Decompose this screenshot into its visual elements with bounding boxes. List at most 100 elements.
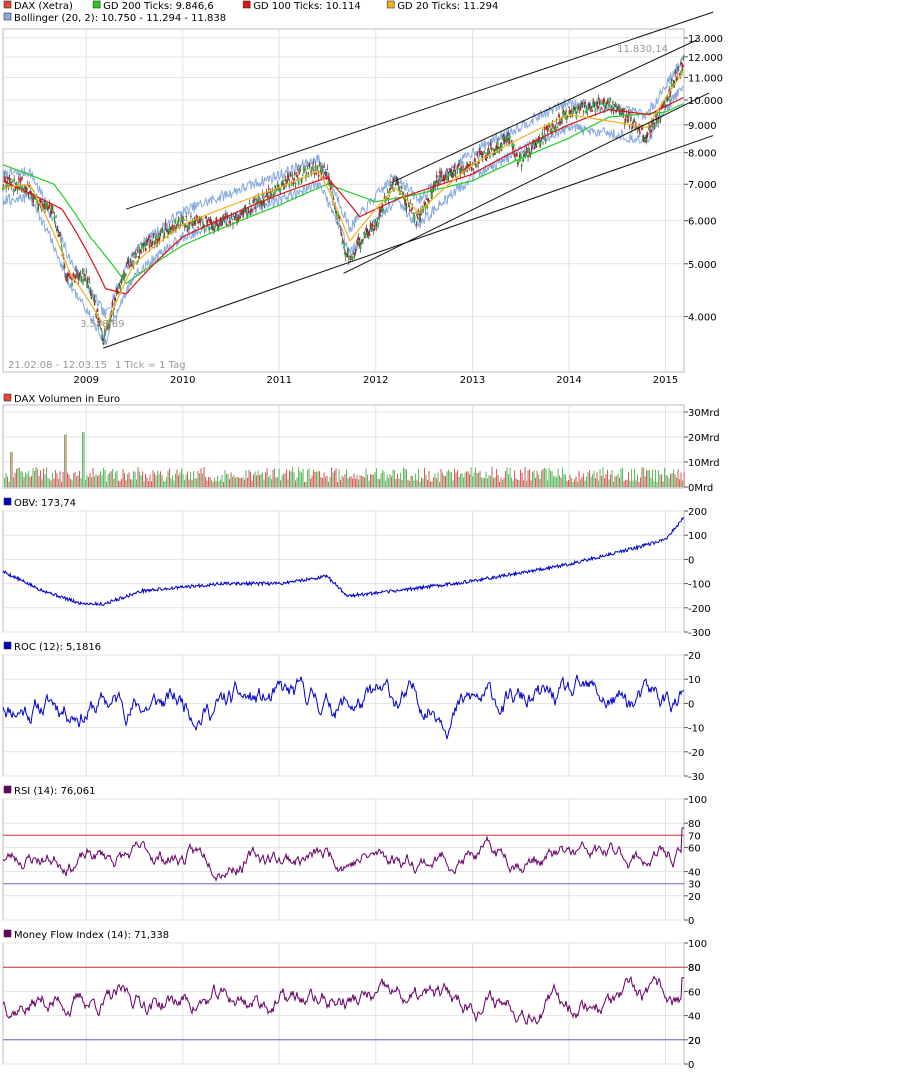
candle-body — [622, 116, 625, 118]
volume-bar — [439, 481, 441, 487]
candle-body — [460, 166, 463, 170]
x-tick-label: 2013 — [460, 375, 485, 386]
volume-bar — [556, 477, 558, 487]
candle-body — [251, 209, 253, 212]
y-tick-label: 80 — [688, 963, 701, 974]
candle-body — [41, 203, 44, 206]
candle-body — [293, 178, 295, 181]
legend-label: DAX Volumen in Euro — [14, 394, 120, 405]
volume-bar — [502, 479, 504, 487]
volume-bar — [230, 472, 232, 487]
candle-body — [447, 174, 450, 177]
candle-body — [50, 206, 53, 210]
volume-bar — [260, 473, 262, 487]
volume-bar — [646, 470, 648, 487]
volume-bar — [41, 479, 43, 487]
level-label: 70 — [688, 831, 701, 842]
volume-bar — [133, 471, 135, 487]
candle-body — [313, 172, 316, 175]
candle-body — [90, 293, 92, 296]
volume-bar — [116, 470, 118, 487]
candle-body — [82, 269, 85, 271]
candle-body — [238, 218, 241, 220]
candle-body — [410, 209, 413, 211]
candle-body — [283, 186, 286, 187]
candle-body — [476, 153, 479, 157]
candle-body — [374, 225, 376, 228]
candle-body — [200, 217, 203, 219]
candle-body — [445, 177, 448, 181]
candle-body — [15, 181, 18, 184]
legend-label: OBV: 173,74 — [14, 498, 76, 509]
candle-body — [347, 251, 349, 254]
volume-bar — [419, 481, 421, 487]
volume-bar — [82, 432, 84, 487]
candle-body — [127, 260, 130, 263]
volume-bar — [136, 479, 138, 487]
y-tick-label: -200 — [688, 604, 711, 615]
candle-body — [132, 253, 134, 256]
candle-body — [148, 244, 151, 248]
candle-body — [390, 185, 393, 187]
low-annotation: 3.588,89 — [80, 319, 125, 330]
candle-body — [121, 281, 123, 282]
candle-body — [573, 107, 575, 109]
volume-bar — [452, 480, 454, 487]
volume-bar — [269, 474, 271, 487]
y-tick-label: 40 — [688, 868, 701, 879]
volume-bar — [395, 478, 397, 487]
volume-bar — [479, 470, 481, 487]
candle-body — [492, 153, 495, 156]
volume-bar — [112, 469, 114, 487]
candle-body — [150, 243, 153, 245]
candle-body — [456, 168, 459, 170]
volume-bar — [544, 467, 546, 487]
candle-body — [9, 181, 12, 184]
y-tick-label: 20 — [688, 651, 701, 662]
candle-body — [109, 318, 111, 321]
candle-body — [217, 226, 220, 228]
volume-bar — [170, 478, 172, 487]
volume-bar — [518, 479, 520, 487]
candle-body — [478, 150, 481, 154]
volume-bar — [451, 472, 453, 487]
volume-bar — [290, 471, 292, 487]
candle-body — [630, 117, 633, 119]
volume-bar — [634, 468, 636, 487]
candle-body — [634, 123, 637, 125]
x-tick-label: 2010 — [170, 375, 195, 386]
candle-body — [347, 260, 350, 262]
volume-bar — [413, 480, 415, 487]
volume-bar — [268, 477, 270, 487]
volume-bar — [467, 471, 469, 487]
legend-swatch — [3, 929, 12, 938]
candle-body — [381, 207, 384, 210]
candle-body — [128, 265, 131, 267]
candle-body — [212, 222, 215, 226]
candle-body — [366, 232, 369, 235]
candle-body — [205, 220, 208, 222]
legend-swatch — [386, 0, 395, 9]
candle-body — [432, 184, 435, 188]
volume-bar — [511, 477, 513, 487]
y-tick-label: 20Mrd — [688, 433, 720, 444]
volume-bar — [206, 480, 208, 487]
candle-body — [465, 166, 468, 170]
volume-bar — [416, 480, 418, 487]
candle-body — [563, 112, 566, 117]
volume-bar — [289, 470, 291, 487]
volume-bar — [640, 477, 642, 487]
candle-body — [135, 255, 138, 257]
candle-body — [119, 287, 122, 290]
candle-body — [473, 158, 476, 161]
candle-body — [117, 291, 119, 294]
candle-body — [539, 142, 542, 145]
candle-body — [232, 215, 235, 217]
candle-body — [546, 127, 549, 131]
candle-body — [543, 127, 546, 131]
volume-bar — [184, 479, 186, 487]
volume-bar — [92, 468, 94, 487]
volume-bar — [578, 470, 580, 487]
volume-bar — [571, 478, 573, 487]
volume-bar — [248, 470, 250, 487]
